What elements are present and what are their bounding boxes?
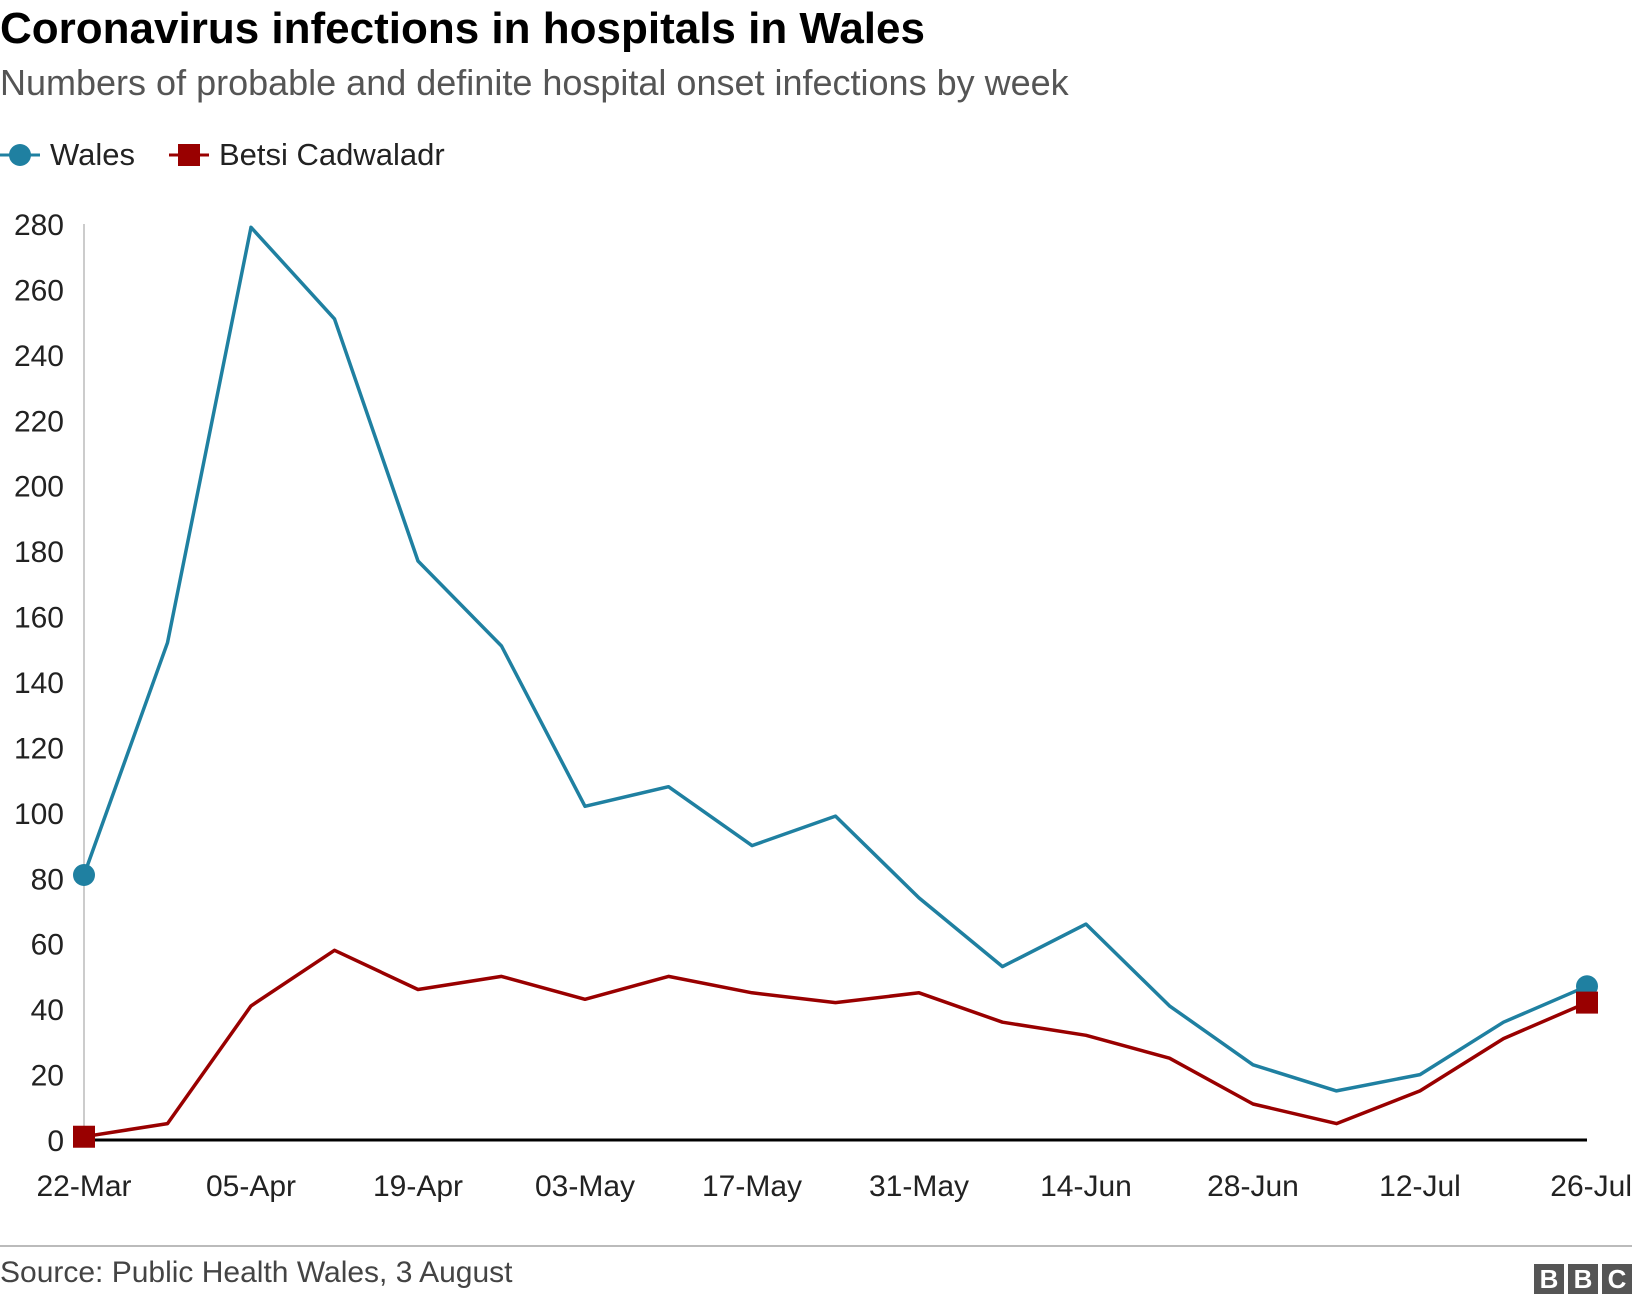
logo-letter-b2: B: [1568, 1264, 1598, 1294]
x-tick-label: 03-May: [535, 1170, 635, 1203]
x-tick-label: 12-Jul: [1379, 1170, 1461, 1203]
x-tick-label: 28-Jun: [1207, 1170, 1299, 1203]
legend-label-wales: Wales: [50, 137, 135, 172]
legend-label-betsi: Betsi Cadwaladr: [218, 137, 445, 172]
legend: Wales Betsi Cadwaladr: [0, 135, 479, 175]
y-tick-label: 80: [31, 863, 64, 896]
y-tick-label: 40: [31, 994, 64, 1027]
source-note: Source: Public Health Wales, 3 August: [0, 1256, 513, 1289]
x-tick-label: 14-Jun: [1040, 1170, 1132, 1203]
betsi-end-marker: [1576, 991, 1598, 1014]
y-tick-label: 0: [47, 1125, 64, 1158]
y-tick-label: 200: [14, 471, 64, 504]
legend-item-wales: Wales: [0, 137, 135, 173]
x-tick-label: 05-Apr: [206, 1170, 296, 1203]
y-tick-label: 260: [14, 274, 64, 307]
y-tick-label: 60: [31, 929, 64, 962]
logo-letter-c: C: [1602, 1264, 1632, 1294]
x-tick-label: 19-Apr: [373, 1170, 463, 1203]
betsi-end-marker: [73, 1125, 95, 1148]
wales-end-marker: [73, 864, 95, 887]
footer-divider: [0, 1245, 1632, 1247]
y-tick-label: 180: [14, 536, 64, 569]
y-tick-label: 160: [14, 602, 64, 635]
y-tick-label: 240: [14, 340, 64, 373]
y-tick-label: 100: [14, 798, 64, 831]
y-tick-label: 120: [14, 732, 64, 765]
circle-marker-icon: [0, 144, 40, 166]
series-line-betsi: [83, 948, 1588, 1139]
chart-title: Coronavirus infections in hospitals in W…: [0, 4, 925, 53]
x-tick-label: 22-Mar: [36, 1170, 131, 1203]
bbc-logo: B B C: [1530, 1264, 1632, 1294]
chart-subtitle: Numbers of probable and definite hospita…: [0, 62, 1069, 103]
series-line-wales: [82, 225, 1588, 1093]
square-marker-icon: [168, 144, 209, 166]
y-tick-label: 220: [14, 405, 64, 438]
x-tick-label: 31-May: [869, 1170, 969, 1203]
logo-letter-b1: B: [1534, 1264, 1564, 1294]
line-chart: 0 20 40 60 80 100 120 140 160 180 200 220 240 260 280 2…: [14, 209, 1632, 1203]
legend-item-betsi: Betsi Cadwaladr: [168, 137, 445, 173]
y-tick-label: 280: [14, 209, 64, 242]
y-tick-label: 20: [31, 1060, 64, 1093]
y-tick-label: 140: [14, 667, 64, 700]
x-tick-label: 26-Jul: [1550, 1170, 1632, 1203]
x-tick-label: 17-May: [702, 1170, 802, 1203]
